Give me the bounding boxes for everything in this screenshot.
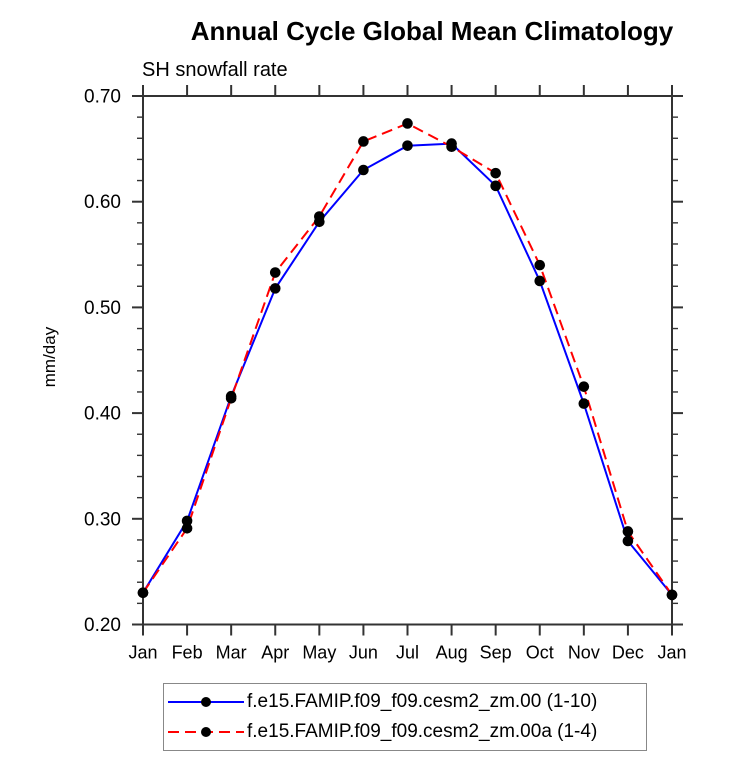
chart-subtitle: SH snowfall rate bbox=[142, 59, 288, 81]
x-tick-label: Mar bbox=[216, 643, 247, 663]
x-tick-label: Nov bbox=[568, 643, 600, 663]
y-tick-label: 0.70 bbox=[84, 87, 121, 108]
data-point-marker bbox=[358, 136, 369, 147]
legend-box: f.e15.FAMIP.f09_f09.cesm2_zm.00 (1-10) f… bbox=[163, 683, 647, 751]
data-point-marker bbox=[314, 211, 325, 222]
y-tick-label: 0.20 bbox=[84, 615, 121, 636]
legend-label-series2: f.e15.FAMIP.f09_f09.cesm2_zm.00a (1-4) bbox=[247, 721, 598, 742]
plot-frame bbox=[142, 95, 673, 626]
legend-line-sample-solid bbox=[168, 697, 244, 707]
data-point-marker bbox=[534, 275, 546, 287]
y-tick-label: 0.40 bbox=[84, 404, 121, 425]
data-point-marker bbox=[269, 283, 281, 294]
legend-marker-dot bbox=[201, 697, 211, 707]
data-point-marker bbox=[578, 381, 590, 392]
data-point-marker bbox=[225, 393, 237, 404]
data-point-marker bbox=[269, 267, 281, 278]
data-point-marker bbox=[137, 587, 149, 599]
x-tick-label: Dec bbox=[612, 643, 644, 663]
legend-entry-series2: f.e15.FAMIP.f09_f09.cesm2_zm.00a (1-4) bbox=[164, 717, 646, 747]
data-point-marker bbox=[666, 589, 678, 601]
data-point-marker bbox=[402, 118, 413, 129]
x-tick-label: Jan bbox=[657, 643, 686, 663]
legend-line-sample-dashed bbox=[168, 727, 244, 737]
legend-entry-series1: f.e15.FAMIP.f09_f09.cesm2_zm.00 (1-10) bbox=[164, 687, 646, 717]
data-point-marker bbox=[181, 515, 193, 527]
x-axis-ticks: Jan Feb Mar Apr May Jun Jul Aug Sep Oct Nov Dec Jan bbox=[128, 85, 687, 663]
series-markers-2 bbox=[137, 118, 678, 601]
x-tick-label: May bbox=[302, 643, 336, 663]
y-tick-label: 0.30 bbox=[84, 509, 121, 530]
series-line-1 bbox=[142, 142, 673, 596]
x-tick-label: Jul bbox=[396, 643, 419, 663]
data-point-marker bbox=[622, 526, 634, 537]
data-point-marker bbox=[402, 140, 413, 151]
data-point-marker bbox=[578, 398, 590, 409]
y-tick-label: 0.60 bbox=[84, 192, 121, 213]
legend-label-series1: f.e15.FAMIP.f09_f09.cesm2_zm.00 (1-10) bbox=[247, 691, 598, 712]
data-point-marker bbox=[490, 180, 501, 192]
data-point-marker bbox=[534, 259, 546, 271]
data-point-marker bbox=[181, 523, 193, 534]
y-axis-minor-ticks bbox=[137, 116, 678, 605]
x-tick-label: Jan bbox=[128, 643, 157, 663]
x-tick-label: Apr bbox=[261, 643, 289, 663]
x-tick-label: Jun bbox=[349, 643, 378, 663]
x-tick-label: Sep bbox=[480, 643, 512, 663]
data-point-marker bbox=[446, 141, 457, 153]
chart-title: Annual Cycle Global Mean Climatology bbox=[190, 16, 674, 46]
data-point-marker bbox=[622, 535, 634, 547]
y-axis-major-ticks: 0.20 0.30 0.40 0.50 0.60 0.70 bbox=[84, 87, 683, 636]
x-tick-label: Aug bbox=[436, 643, 468, 663]
series-markers-1 bbox=[137, 138, 678, 601]
x-tick-label: Feb bbox=[172, 643, 203, 663]
y-tick-label: 0.50 bbox=[84, 298, 121, 319]
data-point-marker bbox=[358, 164, 369, 176]
x-tick-label: Oct bbox=[526, 643, 554, 663]
series-line-2 bbox=[142, 122, 673, 596]
data-point-marker bbox=[490, 167, 501, 179]
legend-marker-dot bbox=[201, 727, 211, 737]
